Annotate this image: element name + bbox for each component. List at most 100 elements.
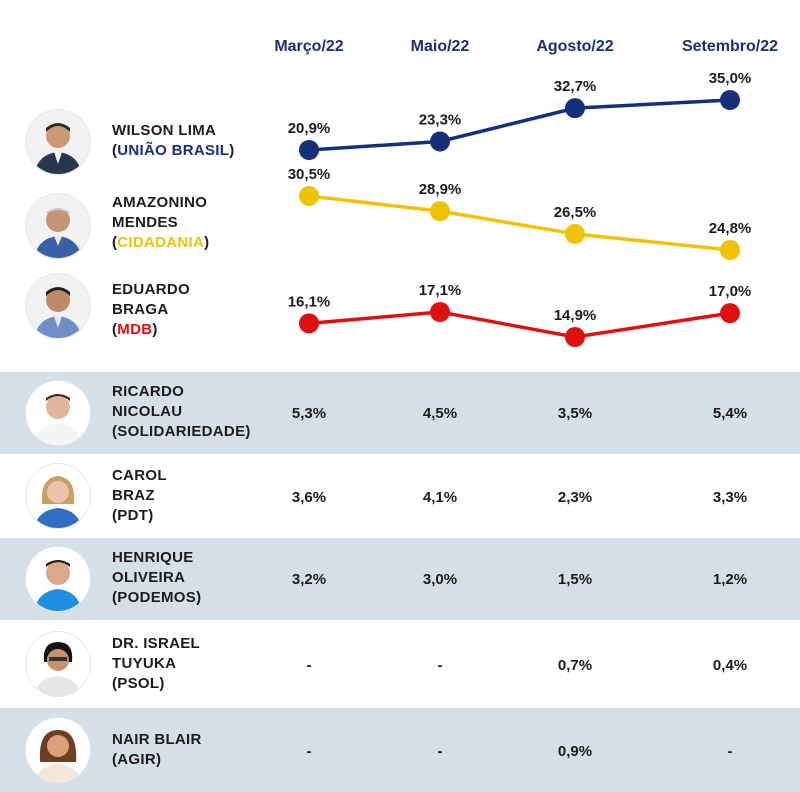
value-setembro: 1,2%: [712, 571, 748, 588]
value-marco: -: [306, 657, 312, 674]
value-setembro: 0,4%: [712, 657, 748, 674]
party-label: (UNIÃO BRASIL): [112, 142, 235, 159]
data-label-wilson-marco: 20,9%: [288, 120, 331, 137]
candidate-label: WILSON LIMA (UNIÃO BRASIL): [112, 121, 235, 161]
value-maio: 3,0%: [422, 571, 458, 588]
data-label-amazonino-maio: 28,9%: [419, 181, 462, 198]
value-marco: 3,6%: [291, 489, 327, 506]
party-name: PODEMOS: [117, 589, 197, 606]
data-label-eduardo-agosto: 14,9%: [554, 307, 597, 324]
candidate-name-line-2: MENDES: [112, 214, 178, 231]
data-point-amazonino-agosto: [565, 223, 585, 244]
data-point-wilson-agosto: [565, 98, 585, 119]
avatar: [26, 110, 90, 174]
value-maio: 4,1%: [422, 489, 458, 506]
series-line-amazonino: [308, 194, 731, 252]
value-agosto: 2,3%: [557, 489, 593, 506]
data-point-eduardo-setembro: [720, 303, 740, 324]
party-label: (PDT): [112, 507, 154, 524]
value-marco: -: [306, 743, 312, 760]
avatar: [26, 194, 90, 258]
value-setembro: 3,3%: [712, 489, 748, 506]
avatar: [26, 381, 90, 445]
value-marco: 3,2%: [291, 571, 327, 588]
party-label: (SOLIDARIEDADE): [112, 423, 251, 440]
avatar: [26, 718, 90, 782]
data-point-eduardo-maio: [430, 302, 450, 322]
party-name: CIDADANIA: [117, 234, 205, 251]
candidate-name-line-2: NICOLAU: [112, 403, 183, 420]
candidate-label: AMAZONINO MENDES (CIDADANIA): [112, 193, 209, 253]
data-point-amazonino-marco: [299, 186, 319, 206]
data-label-eduardo-marco: 16,1%: [288, 293, 331, 310]
candidate-name-line-1: DR. ISRAEL: [112, 635, 201, 652]
data-point-amazonino-maio: [430, 201, 450, 222]
candidate-name: NAIR BLAIR: [112, 731, 202, 748]
table-row: HENRIQUE OLIVEIRA (PODEMOS) 3,2% 3,0% 1,…: [0, 538, 800, 620]
avatar: [26, 464, 90, 528]
party-label: (PODEMOS): [112, 589, 202, 606]
party-label: (PSOL): [112, 675, 165, 692]
column-header-agosto: Agosto/22: [536, 38, 614, 55]
candidate-label: HENRIQUE OLIVEIRA (PODEMOS): [112, 548, 201, 608]
party-label: (CIDADANIA): [112, 234, 210, 251]
data-label-wilson-setembro: 35,0%: [709, 70, 752, 87]
line-chart: 20,9% 23,3% 32,7% 35,0% 30,5% 28,9% 26,5% 24,8%…: [288, 70, 752, 347]
table-row: RICARDO NICOLAU (SOLIDARIEDADE) 5,3% 4,5…: [0, 372, 800, 454]
candidate-name-line-1: CAROL: [112, 467, 167, 484]
candidate-label: CAROL BRAZ (PDT): [112, 466, 167, 526]
series-line-wilson: [308, 98, 731, 152]
data-label-wilson-agosto: 32,7%: [554, 78, 597, 95]
data-label-amazonino-agosto: 26,5%: [554, 204, 597, 221]
party-name: AGIR: [117, 751, 156, 768]
party-label: (MDB): [112, 321, 158, 338]
value-maio: -: [437, 657, 443, 674]
data-point-eduardo-agosto: [565, 327, 585, 347]
data-point-wilson-setembro: [720, 90, 740, 110]
data-label-eduardo-maio: 17,1%: [419, 282, 462, 299]
data-label-eduardo-setembro: 17,0%: [709, 283, 752, 300]
data-point-wilson-maio: [430, 131, 450, 152]
candidate-name-line-1: RICARDO: [112, 383, 185, 400]
avatar: [26, 547, 90, 611]
candidate-name: WILSON LIMA: [112, 122, 217, 139]
table-row: DR. ISRAEL TUYUKA (PSOL) - - 0,7% 0,4%: [0, 620, 800, 708]
table-row: NAIR BLAIR (AGIR) - - 0,9% -: [0, 708, 800, 792]
data-label-wilson-maio: 23,3%: [419, 111, 462, 128]
party-name: PSOL: [117, 675, 160, 692]
candidate-name-line-1: EDUARDO: [112, 281, 190, 298]
column-header-marco: Março/22: [274, 38, 344, 55]
table-row: CAROL BRAZ (PDT) 3,6% 4,1% 2,3% 3,3%: [0, 454, 800, 538]
value-agosto: 0,7%: [557, 657, 593, 674]
candidate-name-line-2: OLIVEIRA: [112, 569, 186, 586]
value-setembro: -: [727, 743, 733, 760]
candidate-name-line-2: BRAZ: [112, 487, 155, 504]
value-maio: -: [437, 743, 443, 760]
value-marco: 5,3%: [291, 405, 327, 422]
candidate-label: DR. ISRAEL TUYUKA (PSOL): [112, 634, 200, 694]
party-name: UNIÃO BRASIL: [117, 142, 230, 159]
avatar: [26, 632, 90, 696]
avatar: [26, 274, 90, 338]
candidate-name-line-2: TUYUKA: [112, 655, 177, 672]
series-line-eduardo: [308, 310, 731, 339]
party-label: (AGIR): [112, 751, 162, 768]
value-maio: 4,5%: [422, 405, 458, 422]
candidate-label: RICARDO NICOLAU (SOLIDARIEDADE): [112, 382, 251, 442]
value-agosto: 3,5%: [557, 405, 593, 422]
candidate-label: NAIR BLAIR (AGIR): [112, 730, 202, 770]
column-header-maio: Maio/22: [410, 38, 470, 55]
party-name: MDB: [117, 321, 153, 338]
value-setembro: 5,4%: [712, 405, 748, 422]
data-point-amazonino-setembro: [720, 240, 740, 260]
candidate-name-line-1: AMAZONINO: [112, 194, 208, 211]
data-point-eduardo-marco: [299, 313, 319, 334]
party-name: PDT: [117, 507, 149, 524]
candidate-name-line-1: HENRIQUE: [112, 549, 194, 566]
value-agosto: 1,5%: [557, 571, 593, 588]
candidate-label: EDUARDO BRAGA (MDB): [112, 280, 190, 340]
candidate-name-line-2: BRAGA: [112, 301, 169, 318]
data-point-wilson-marco: [299, 140, 319, 160]
data-label-amazonino-marco: 30,5%: [288, 166, 331, 183]
party-name: SOLIDARIEDADE: [117, 423, 246, 440]
